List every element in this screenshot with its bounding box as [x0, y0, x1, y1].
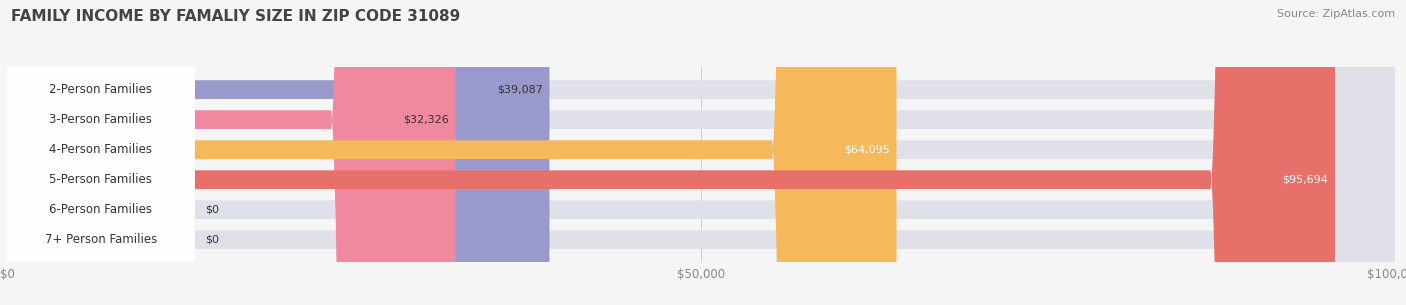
- Text: FAMILY INCOME BY FAMALIY SIZE IN ZIP CODE 31089: FAMILY INCOME BY FAMALIY SIZE IN ZIP COD…: [11, 9, 461, 24]
- Text: 6-Person Families: 6-Person Families: [49, 203, 152, 216]
- Text: Source: ZipAtlas.com: Source: ZipAtlas.com: [1277, 9, 1395, 19]
- FancyBboxPatch shape: [7, 0, 456, 305]
- FancyBboxPatch shape: [7, 0, 1395, 305]
- Text: $0: $0: [205, 235, 219, 245]
- Text: $39,087: $39,087: [496, 84, 543, 95]
- Text: 7+ Person Families: 7+ Person Families: [45, 233, 157, 246]
- Text: 4-Person Families: 4-Person Families: [49, 143, 152, 156]
- Text: $0: $0: [205, 205, 219, 215]
- FancyBboxPatch shape: [7, 0, 194, 305]
- FancyBboxPatch shape: [7, 0, 194, 305]
- FancyBboxPatch shape: [7, 0, 194, 305]
- FancyBboxPatch shape: [7, 0, 1334, 305]
- FancyBboxPatch shape: [7, 0, 194, 305]
- FancyBboxPatch shape: [7, 0, 550, 305]
- FancyBboxPatch shape: [7, 0, 1395, 305]
- Text: 2-Person Families: 2-Person Families: [49, 83, 152, 96]
- FancyBboxPatch shape: [7, 0, 897, 305]
- FancyBboxPatch shape: [7, 0, 1395, 305]
- FancyBboxPatch shape: [7, 0, 1395, 305]
- FancyBboxPatch shape: [7, 0, 194, 305]
- Text: $64,095: $64,095: [844, 145, 890, 155]
- Text: 5-Person Families: 5-Person Families: [49, 173, 152, 186]
- Text: 3-Person Families: 3-Person Families: [49, 113, 152, 126]
- FancyBboxPatch shape: [7, 0, 1395, 305]
- FancyBboxPatch shape: [7, 0, 194, 305]
- Text: $95,694: $95,694: [1282, 175, 1329, 185]
- Text: $32,326: $32,326: [404, 115, 449, 125]
- FancyBboxPatch shape: [7, 0, 1395, 305]
